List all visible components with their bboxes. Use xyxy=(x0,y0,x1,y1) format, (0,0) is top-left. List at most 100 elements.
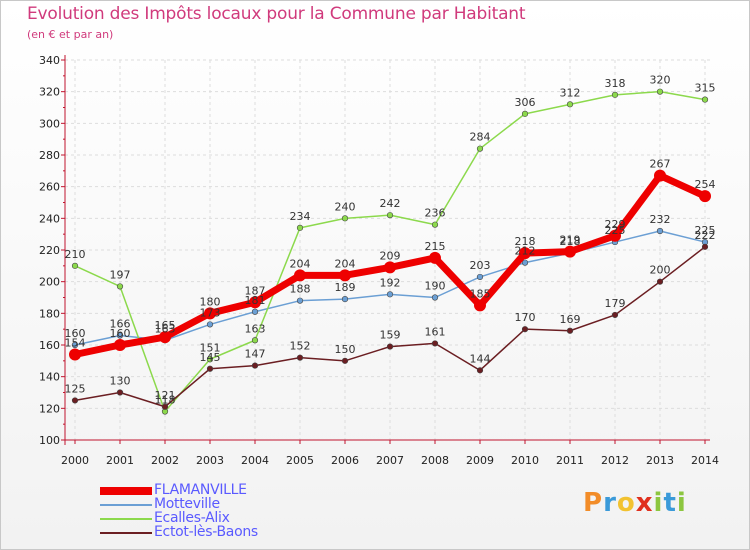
x-tick-label: 2009 xyxy=(466,454,494,467)
point-motteville xyxy=(296,297,304,304)
data-label-flamanville: 215 xyxy=(425,240,446,253)
point-ectot-les-baons xyxy=(296,354,304,361)
legend-label: Ecalles-Alix xyxy=(154,510,230,526)
data-label-flamanville: 204 xyxy=(290,257,311,270)
data-label-motteville: 203 xyxy=(470,259,491,272)
data-label-ecalles-alix: 234 xyxy=(290,210,311,223)
point-ectot-les-baons xyxy=(431,340,439,347)
x-tick-label: 2013 xyxy=(646,454,674,467)
logo-letter: r xyxy=(603,488,617,518)
data-label-flamanville: 154 xyxy=(65,337,86,350)
data-label-ecalles-alix: 151 xyxy=(200,341,221,354)
point-ecalles-alix xyxy=(611,91,619,98)
x-tick-label: 2011 xyxy=(556,454,584,467)
data-label-motteville: 212 xyxy=(515,245,536,258)
point-flamanville xyxy=(114,339,126,351)
x-tick-label: 2002 xyxy=(151,454,179,467)
data-label-flamanville: 219 xyxy=(560,234,581,247)
y-tick-label: 100 xyxy=(39,434,60,447)
point-ectot-les-baons xyxy=(341,357,349,364)
legend-swatch xyxy=(100,487,152,495)
data-label-ectot-les-baons: 169 xyxy=(560,313,581,326)
y-tick-label: 300 xyxy=(39,117,60,130)
point-ectot-les-baons xyxy=(521,326,529,333)
logo-letter: x xyxy=(635,488,654,518)
point-motteville xyxy=(521,259,529,266)
point-flamanville xyxy=(294,269,306,282)
point-flamanville xyxy=(654,169,666,182)
x-tick-label: 2014 xyxy=(691,454,719,467)
axes: 100 120 140 160 180 200 220 240 260 280 300 320 340 2… xyxy=(39,54,719,467)
point-motteville xyxy=(341,295,349,303)
data-label-motteville: 218 xyxy=(560,235,581,248)
point-ecalles-alix xyxy=(116,283,124,290)
data-label-ectot-les-baons: 152 xyxy=(290,340,311,353)
data-label-motteville: 225 xyxy=(695,224,716,237)
point-ecalles-alix xyxy=(431,221,439,228)
point-motteville xyxy=(386,291,394,298)
point-ecalles-alix xyxy=(251,337,259,344)
data-label-flamanville: 209 xyxy=(380,249,401,262)
data-label-motteville: 166 xyxy=(110,318,131,331)
data-label-ecalles-alix: 320 xyxy=(650,74,671,87)
data-label-flamanville: 229 xyxy=(605,218,626,231)
data-label-ecalles-alix: 312 xyxy=(560,86,581,99)
data-label-ecalles-alix: 163 xyxy=(245,322,266,335)
data-label-ectot-les-baons: 125 xyxy=(65,382,86,395)
point-ectot-les-baons xyxy=(251,362,259,369)
point-ectot-les-baons xyxy=(656,278,664,285)
data-label-ectot-les-baons: 147 xyxy=(245,348,266,361)
point-motteville xyxy=(206,321,214,328)
data-label-ecalles-alix: 318 xyxy=(605,77,626,90)
point-ectot-les-baons xyxy=(386,343,394,350)
data-label-ectot-les-baons: 145 xyxy=(200,351,221,364)
data-label-ecalles-alix: 197 xyxy=(110,268,131,281)
point-motteville xyxy=(116,332,124,339)
logo-letter: o xyxy=(616,488,636,518)
legend-label: Motteville xyxy=(154,496,220,512)
data-label-flamanville: 180 xyxy=(200,295,221,308)
point-ecalles-alix xyxy=(476,145,484,152)
point-ecalles-alix xyxy=(206,356,214,363)
point-flamanville xyxy=(204,307,216,320)
point-ecalles-alix xyxy=(701,96,709,103)
chart-title: Evolution des Impôts locaux pour la Comm… xyxy=(27,4,526,24)
legend-swatch xyxy=(100,518,152,520)
logo-letter: P xyxy=(583,488,604,518)
y-tick-label: 240 xyxy=(39,212,60,225)
data-label-motteville: 189 xyxy=(335,281,356,294)
point-ecalles-alix xyxy=(566,101,574,108)
point-ecalles-alix xyxy=(521,110,529,117)
y-tick-label: 260 xyxy=(39,181,60,194)
point-ectot-les-baons xyxy=(161,403,169,410)
data-label-ectot-les-baons: 179 xyxy=(605,297,626,310)
legend-swatch xyxy=(100,532,152,534)
point-motteville xyxy=(656,227,664,235)
point-ecalles-alix xyxy=(341,215,349,222)
data-label-ectot-les-baons: 144 xyxy=(470,352,491,365)
data-label-ectot-les-baons: 222 xyxy=(695,229,716,242)
data-label-motteville: 232 xyxy=(650,213,671,226)
data-label-motteville: 192 xyxy=(380,276,401,289)
data-label-flamanville: 267 xyxy=(650,158,671,171)
x-tick-label: 2005 xyxy=(286,454,314,467)
x-tick-label: 2006 xyxy=(331,454,359,467)
point-ecalles-alix xyxy=(296,224,304,231)
x-tick-label: 2008 xyxy=(421,454,449,467)
logo-letter: i xyxy=(653,488,664,518)
point-ecalles-alix xyxy=(386,212,394,219)
point-motteville xyxy=(71,341,79,349)
point-ectot-les-baons xyxy=(116,389,124,396)
data-label-ecalles-alix: 210 xyxy=(65,248,86,261)
data-label-flamanville: 218 xyxy=(515,235,536,248)
line-chart: 100 120 140 160 180 200 220 240 260 280 300 320 340 2… xyxy=(39,54,719,467)
point-flamanville xyxy=(384,261,396,274)
y-tick-label: 120 xyxy=(39,402,60,415)
data-label-ectot-les-baons: 200 xyxy=(650,264,671,277)
data-label-flamanville: 165 xyxy=(155,319,176,332)
point-flamanville xyxy=(699,190,711,203)
data-label-flamanville: 204 xyxy=(335,257,356,270)
data-label-motteville: 160 xyxy=(65,327,86,340)
data-label-ecalles-alix: 236 xyxy=(425,207,446,220)
point-motteville xyxy=(431,294,439,301)
